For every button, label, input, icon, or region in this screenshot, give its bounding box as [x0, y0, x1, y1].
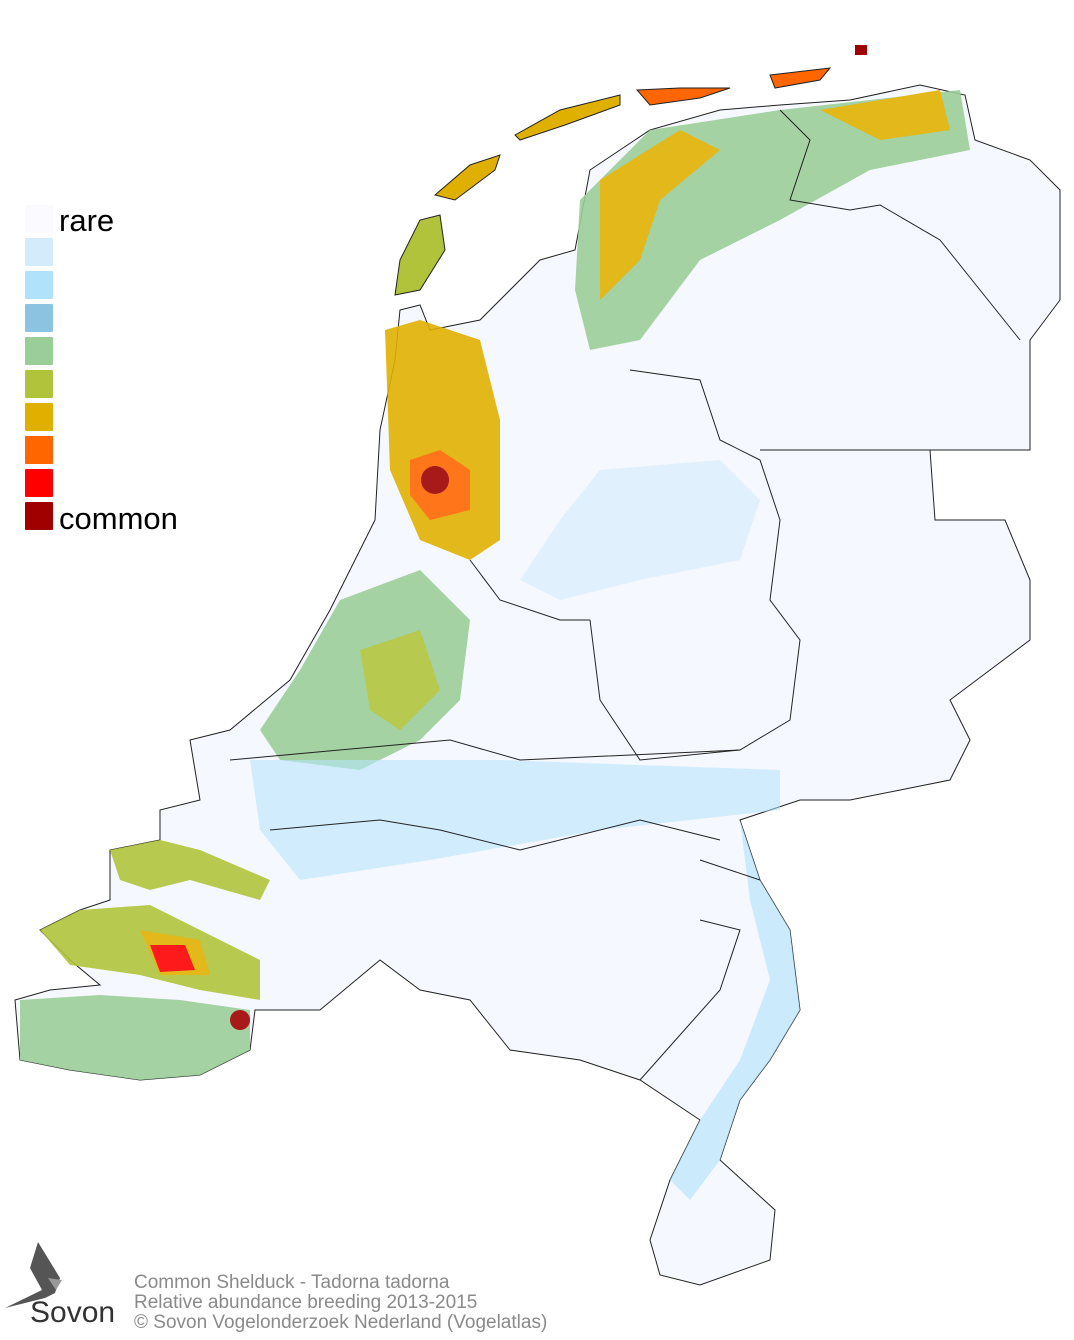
- map-credits: Common Shelduck - Tadorna tadorna Relati…: [134, 1273, 547, 1333]
- copyright: © Sovon Vogelonderzoek Nederland (Vogela…: [134, 1312, 548, 1333]
- island-ameland: [635, 87, 731, 106]
- abundance-cells: [20, 90, 970, 1200]
- island-vlieland: [433, 154, 501, 201]
- legend-label-rare: rare: [59, 203, 115, 238]
- legend-label-common: common: [59, 501, 178, 536]
- sovon-logo-text: Sovon: [30, 1296, 116, 1329]
- island-schiermonnikoog: [769, 67, 832, 89]
- island-rottumeroog: [855, 45, 867, 55]
- legend-swatch-7: [25, 403, 53, 431]
- legend-swatch-4: [25, 304, 53, 332]
- map-subtitle: Relative abundance breeding 2013-2015: [134, 1292, 478, 1313]
- legend-swatch-2: [25, 238, 53, 266]
- legend-swatch-5: [25, 337, 53, 365]
- legend-swatch-6: [25, 370, 53, 398]
- legend-swatch-10: [25, 502, 53, 530]
- netherlands-mainland: [14, 84, 1061, 1286]
- legend-swatch-9: [25, 469, 53, 497]
- legend-swatch-8: [25, 436, 53, 464]
- legend-swatch-1: [25, 205, 53, 233]
- province-borders: [229, 109, 1021, 1081]
- swallow-icon: [5, 1242, 62, 1308]
- island-texel: [394, 214, 446, 296]
- species-title: Common Shelduck - Tadorna tadorna: [134, 1272, 450, 1293]
- legend-swatch-3: [25, 271, 53, 299]
- island-terschelling: [514, 94, 621, 141]
